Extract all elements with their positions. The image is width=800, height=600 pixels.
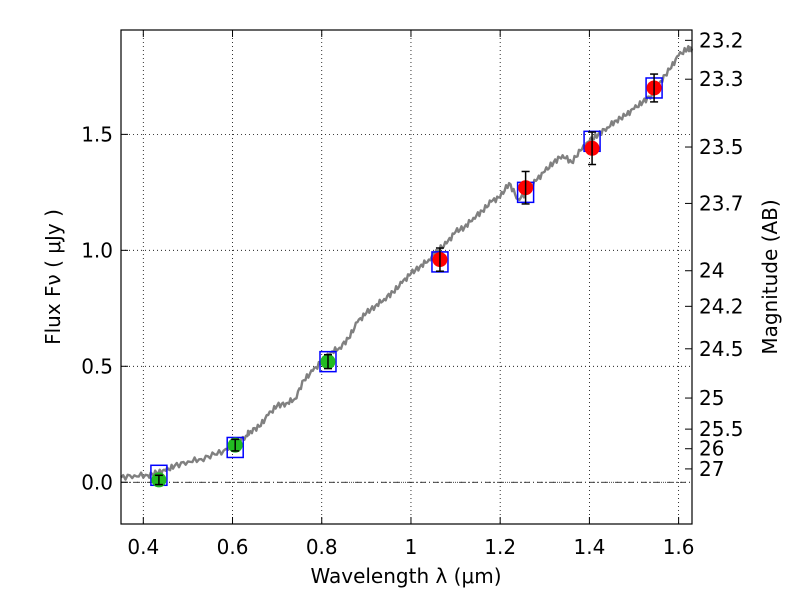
x-tick-label: 0.4 xyxy=(127,535,159,559)
y2-tick-label: 26 xyxy=(699,437,724,461)
y-tick-label: 1.5 xyxy=(81,122,113,146)
x-tick-label: 1.2 xyxy=(484,535,516,559)
y2-tick-label: 23.2 xyxy=(699,28,744,52)
y-axis-title: Flux Fν ( μJy ) xyxy=(41,209,65,345)
y2-tick-label: 24.5 xyxy=(699,337,744,361)
y-tick-label: 0.5 xyxy=(81,354,113,378)
x-tick-label: 1.6 xyxy=(663,535,695,559)
y2-tick-label: 25 xyxy=(699,386,724,410)
y2-tick-label: 25.5 xyxy=(699,417,744,441)
y2-tick-label: 23.5 xyxy=(699,135,744,159)
y2-axis-title: Magnitude (AB) xyxy=(758,199,782,354)
tick-labels: 0.4 0.6 0.8 1 1.2 1.4 1.6 0.0 0.5 1.0 1.5 23.2 23.3 2… xyxy=(81,28,743,559)
model-band-box xyxy=(319,350,337,373)
axis-ticks xyxy=(121,30,692,524)
x-tick-label: 1 xyxy=(405,535,418,559)
x-tick-label: 0.8 xyxy=(306,535,338,559)
y-tick-label: 0.0 xyxy=(81,470,113,494)
y-tick-label: 1.0 xyxy=(81,238,113,262)
plot-frame xyxy=(120,29,693,525)
y2-tick-label: 23.3 xyxy=(699,67,744,91)
x-tick-label: 1.4 xyxy=(573,535,605,559)
y2-tick-label: 27 xyxy=(699,457,724,481)
y2-tick-label: 23.7 xyxy=(699,191,744,215)
observed-points xyxy=(151,73,662,488)
x-axis-title: Wavelength λ (μm) xyxy=(310,564,501,588)
model-band-box xyxy=(226,436,244,459)
y2-tick-label: 24.2 xyxy=(699,294,744,318)
y2-tick-label: 24 xyxy=(699,259,724,283)
x-tick-label: 0.6 xyxy=(217,535,249,559)
